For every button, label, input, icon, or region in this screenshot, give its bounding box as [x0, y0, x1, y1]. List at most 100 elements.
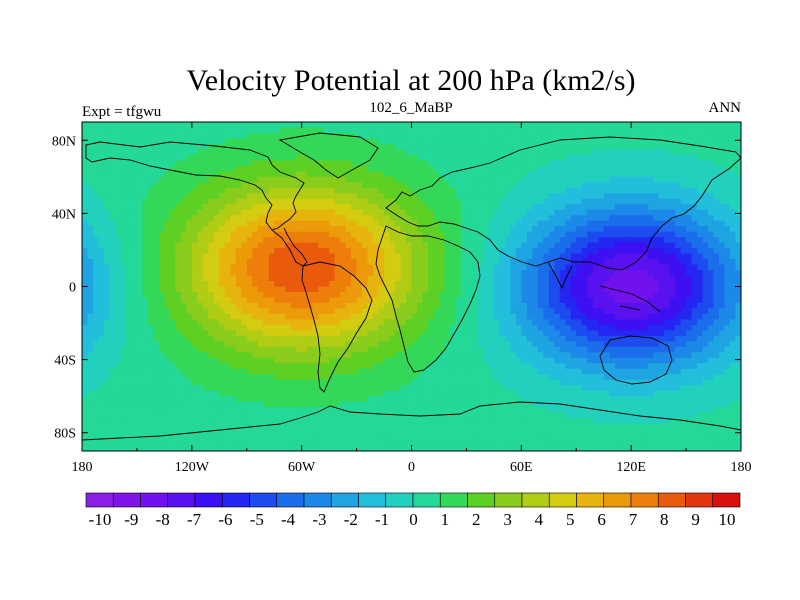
- field-cell: [548, 264, 555, 271]
- field-cell: [724, 281, 731, 288]
- field-cell: [713, 335, 720, 342]
- field-cell: [708, 176, 715, 183]
- field-cell: [422, 275, 429, 282]
- field-cell: [175, 176, 182, 183]
- field-cell: [449, 143, 457, 151]
- field-cell: [268, 291, 275, 299]
- field-cell: [169, 242, 176, 249]
- field-cell: [98, 346, 105, 353]
- field-cell: [125, 165, 133, 172]
- field-cell: [224, 286, 231, 293]
- field-cell: [620, 302, 627, 310]
- field-cell: [384, 248, 391, 255]
- field-cell: [373, 248, 380, 255]
- field-cell: [477, 176, 484, 183]
- field-cell: [197, 281, 204, 288]
- field-cell: [279, 302, 286, 310]
- field-cell: [301, 231, 308, 238]
- field-cell: [598, 171, 605, 178]
- field-cell: [158, 132, 165, 140]
- field-cell: [92, 248, 100, 255]
- field-cell: [367, 319, 374, 326]
- field-cell: [142, 138, 149, 145]
- field-cell: [680, 270, 687, 277]
- field-cell: [609, 182, 616, 189]
- field-cell: [219, 226, 226, 233]
- field-cell: [103, 143, 111, 151]
- field-cell: [395, 122, 402, 129]
- field-cell: [537, 302, 544, 310]
- field-cell: [702, 122, 709, 129]
- field-cell: [142, 281, 149, 288]
- field-cell: [329, 237, 336, 244]
- field-cell: [285, 324, 292, 331]
- field-cell: [274, 149, 281, 156]
- field-cell: [164, 330, 171, 337]
- field-cell: [169, 313, 176, 320]
- field-cell: [257, 308, 264, 315]
- field-cell: [367, 160, 374, 167]
- field-cell: [521, 335, 528, 342]
- field-cell: [323, 281, 330, 288]
- field-cell: [620, 226, 627, 233]
- field-cell: [384, 291, 391, 299]
- field-cell: [164, 302, 171, 310]
- field-cell: [686, 198, 693, 205]
- field-cell: [109, 297, 116, 304]
- field-cell: [197, 176, 204, 183]
- field-cell: [477, 281, 484, 288]
- field-cell: [125, 308, 133, 315]
- field-cell: [224, 220, 231, 227]
- field-cell: [609, 127, 616, 134]
- field-cell: [499, 264, 506, 271]
- field-cell: [554, 226, 561, 233]
- field-cell: [92, 270, 100, 277]
- field-cell: [730, 122, 737, 129]
- field-cell: [186, 319, 193, 326]
- field-cell: [477, 132, 484, 140]
- field-cell: [449, 160, 457, 167]
- field-cell: [581, 237, 588, 244]
- field-cell: [680, 297, 687, 304]
- field-cell: [356, 346, 363, 353]
- field-cell: [697, 259, 704, 266]
- field-cell: [686, 187, 693, 194]
- field-cell: [719, 215, 726, 222]
- field-cell: [307, 132, 314, 140]
- field-cell: [658, 138, 665, 145]
- field-cell: [422, 132, 429, 140]
- field-cell: [559, 264, 566, 271]
- field-cell: [318, 149, 325, 156]
- field-cell: [614, 132, 621, 140]
- field-cell: [142, 165, 149, 172]
- field-cell: [389, 138, 396, 145]
- field-cell: [504, 226, 511, 233]
- field-cell: [296, 209, 303, 216]
- field-cell: [378, 215, 385, 222]
- field-cell: [719, 286, 726, 293]
- field-cell: [675, 330, 682, 337]
- field-cell: [87, 182, 94, 189]
- field-cell: [631, 275, 638, 282]
- field-cell: [438, 143, 446, 151]
- field-cell: [268, 198, 275, 205]
- field-cell: [268, 160, 275, 167]
- field-cell: [427, 253, 435, 260]
- field-cell: [378, 302, 385, 310]
- field-cell: [724, 127, 731, 134]
- field-cell: [257, 132, 264, 140]
- field-cell: [730, 281, 737, 288]
- field-cell: [191, 270, 198, 277]
- field-cell: [120, 187, 127, 194]
- field-cell: [362, 259, 369, 266]
- field-cell: [186, 297, 193, 304]
- field-cell: [554, 335, 561, 342]
- field-cell: [653, 187, 660, 194]
- field-cell: [208, 324, 215, 331]
- field-cell: [103, 138, 111, 145]
- field-cell: [719, 143, 726, 151]
- field-cell: [131, 308, 138, 315]
- field-cell: [411, 122, 418, 129]
- field-cell: [416, 182, 424, 189]
- field-cell: [164, 341, 171, 348]
